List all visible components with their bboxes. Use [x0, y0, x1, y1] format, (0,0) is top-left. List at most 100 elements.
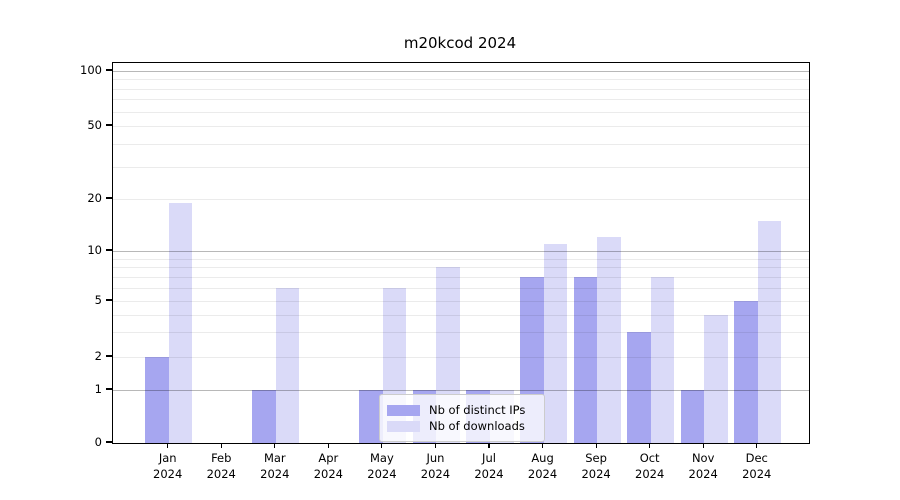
x-tick-label-sep: Sep 2024	[566, 450, 626, 482]
bar-mar-distinct-ips	[252, 390, 276, 443]
x-tick-label-dec: Dec 2024	[727, 450, 787, 482]
gridline-major-100	[113, 71, 809, 72]
x-tick-year: 2024	[474, 467, 504, 481]
bar-oct-downloads	[650, 276, 675, 443]
gridline-major-10	[113, 251, 809, 252]
x-tick-mark-jan	[167, 443, 169, 448]
gridline-minor-60	[113, 111, 809, 113]
x-tick-label-may: May 2024	[352, 450, 412, 482]
bar-oct-distinct-ips	[627, 332, 651, 443]
x-tick-month: Oct	[639, 451, 660, 465]
x-tick-year: 2024	[420, 467, 451, 481]
legend-label-downloads: Nb of downloads	[429, 419, 525, 433]
gridline-minor-90	[113, 79, 809, 81]
x-tick-year: 2024	[527, 467, 558, 481]
x-tick-mark-feb	[220, 443, 222, 448]
x-tick-mark-may	[381, 443, 383, 448]
x-tick-label-mar: Mar 2024	[245, 450, 305, 482]
gridline-minor-40	[113, 143, 809, 145]
x-tick-month: Mar	[263, 451, 286, 465]
y-tick-mark-5	[106, 299, 112, 301]
x-tick-year: 2024	[260, 467, 290, 481]
legend-item-distinct-ips: Nb of distinct IPs	[387, 403, 536, 417]
x-tick-label-feb: Feb 2024	[191, 450, 251, 482]
y-tick-mark-20	[106, 197, 112, 199]
x-tick-mark-aug	[541, 443, 544, 448]
x-tick-month: Sep	[585, 451, 607, 465]
bar-sep-downloads	[597, 237, 621, 443]
x-tick-month: Dec	[745, 451, 768, 465]
gridline-minor-80	[113, 88, 809, 90]
y-tick-mark-0	[106, 441, 112, 443]
bar-dec-downloads	[757, 220, 782, 443]
x-tick-mark-dec	[756, 443, 758, 448]
x-tick-month: Aug	[531, 451, 554, 465]
y-tick-label: 20	[87, 191, 102, 205]
bar-sep-distinct-ips	[573, 276, 598, 443]
legend: Nb of distinct IPs Nb of downloads	[379, 394, 545, 442]
x-tick-mark-nov	[702, 443, 704, 448]
x-tick-label-aug: Aug 2024	[513, 450, 573, 482]
x-tick-mark-jun	[434, 443, 437, 448]
gridline-minor-70	[113, 99, 809, 101]
gridline-minor-7	[113, 276, 809, 278]
x-tick-year: 2024	[635, 467, 665, 481]
y-tick-label: 10	[87, 243, 102, 257]
y-tick-label: 5	[94, 293, 102, 307]
x-tick-year: 2024	[581, 467, 611, 481]
legend-swatch-distinct-ips	[387, 404, 420, 416]
x-tick-year: 2024	[688, 467, 718, 481]
bar-mar-downloads	[275, 287, 300, 443]
bar-dec-distinct-ips	[734, 301, 758, 443]
y-tick-mark-2	[106, 355, 112, 357]
x-tick-year: 2024	[313, 467, 343, 481]
x-tick-mark-oct	[649, 443, 651, 448]
legend-item-downloads: Nb of downloads	[387, 419, 536, 433]
x-tick-mark-mar	[274, 443, 276, 448]
y-tick-mark-50	[106, 124, 112, 126]
x-tick-label-oct: Oct 2024	[620, 450, 680, 482]
x-tick-label-jan: Jan 2024	[138, 450, 198, 482]
gridline-minor-9	[113, 258, 809, 260]
x-tick-mark-sep	[595, 443, 597, 448]
y-tick-mark-1	[106, 388, 112, 390]
x-tick-mark-apr	[327, 443, 329, 448]
x-tick-mark-jul	[488, 443, 490, 448]
gridline-minor-6	[113, 287, 809, 289]
gridline-minor-50	[113, 126, 809, 127]
x-tick-year: 2024	[153, 467, 183, 481]
x-tick-month: May	[370, 451, 394, 465]
bar-aug-downloads	[543, 243, 568, 443]
y-tick-label: 100	[80, 63, 102, 77]
x-tick-label-jul: Jul 2024	[459, 450, 519, 482]
gridline-minor-5	[113, 301, 809, 302]
y-tick-label: 1	[94, 382, 102, 396]
x-tick-year: 2024	[742, 467, 772, 481]
gridline-minor-30	[113, 166, 809, 168]
y-tick-label: 2	[94, 349, 102, 363]
x-tick-month: Nov	[691, 451, 715, 465]
x-tick-label-nov: Nov 2024	[673, 450, 733, 482]
bar-jan-downloads	[168, 202, 193, 443]
x-tick-month: Feb	[211, 451, 232, 465]
legend-swatch-downloads	[387, 420, 420, 432]
x-tick-label-apr: Apr 2024	[298, 450, 358, 482]
x-tick-label-jun: Jun 2024	[405, 450, 465, 482]
y-tick-mark-10	[106, 249, 112, 251]
y-tick-label: 0	[94, 435, 102, 449]
x-tick-month: Jul	[482, 451, 496, 465]
gridline-minor-20	[113, 199, 809, 200]
plot-area	[112, 62, 810, 444]
x-tick-month: Apr	[318, 451, 339, 465]
y-tick-label: 50	[87, 118, 102, 132]
x-tick-year: 2024	[367, 467, 397, 481]
bar-nov-distinct-ips	[680, 390, 705, 443]
chart-title: m20kcod 2024	[403, 34, 517, 52]
bar-nov-downloads	[704, 314, 728, 443]
legend-label-distinct-ips: Nb of distinct IPs	[429, 403, 526, 417]
bar-jan-distinct-ips	[145, 357, 169, 443]
x-tick-year: 2024	[206, 467, 236, 481]
x-tick-month: Jun	[426, 451, 445, 465]
y-tick-mark-100	[106, 69, 112, 71]
